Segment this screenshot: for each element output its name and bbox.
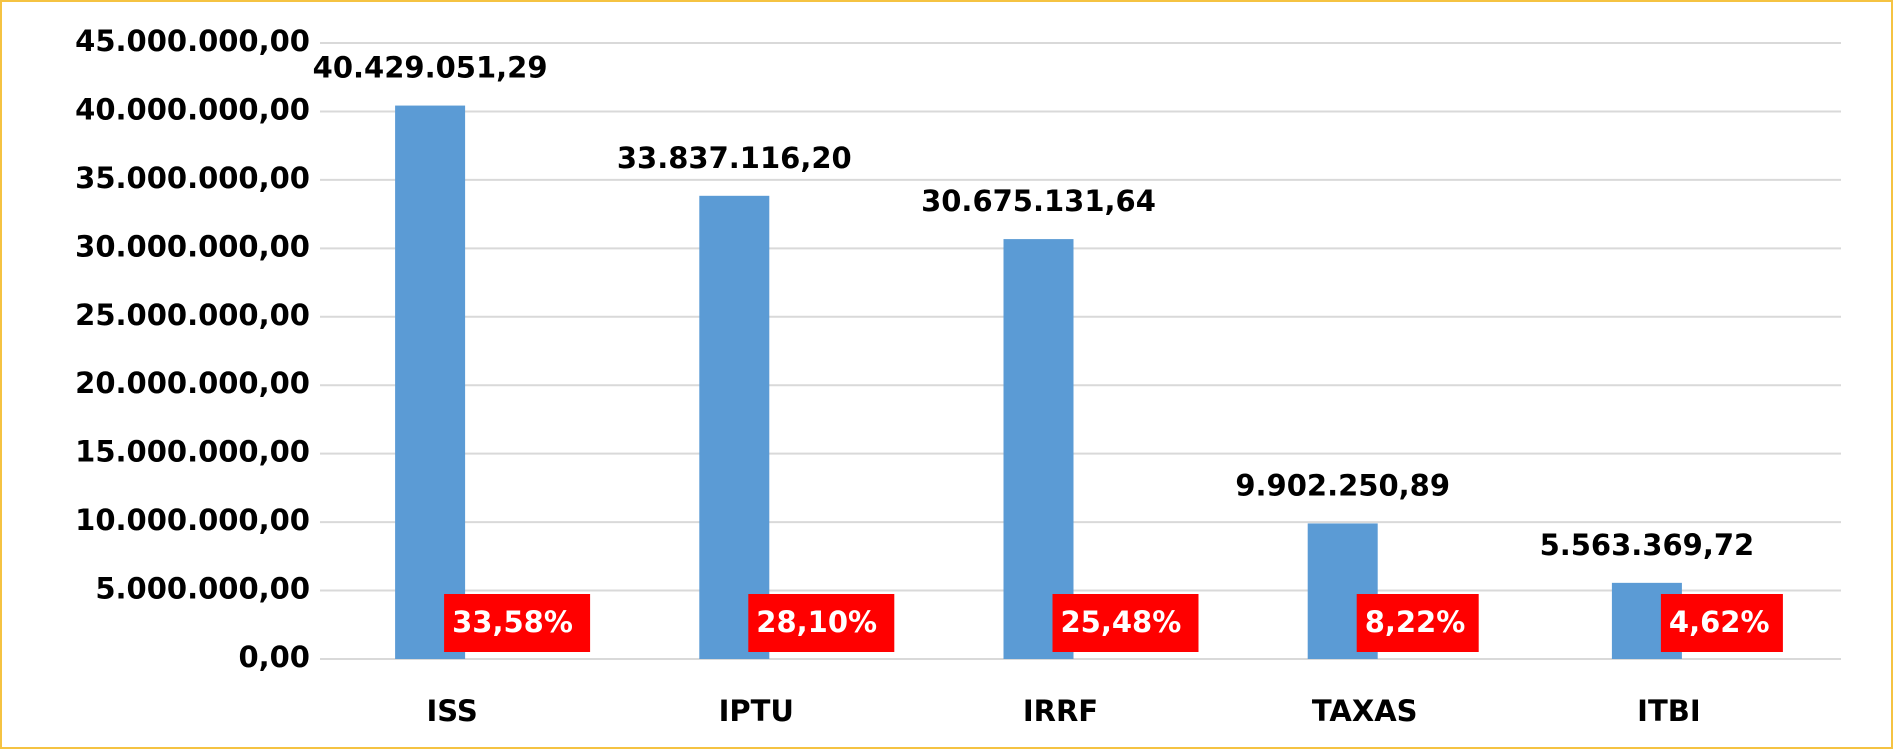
share-box	[1660, 594, 1783, 652]
y-tick-label: 5.000.000,00	[95, 572, 310, 606]
share-box	[1052, 594, 1199, 652]
share-box	[444, 594, 591, 652]
x-tick-label: TAXAS	[1312, 694, 1418, 728]
bar	[395, 105, 466, 659]
x-tick-label: IPTU	[719, 694, 794, 728]
share-box	[1356, 594, 1479, 652]
share-label: 25,48%	[1061, 605, 1182, 639]
y-tick-label: 0,00	[238, 640, 310, 674]
y-tick-label: 35.000.000,00	[75, 161, 310, 195]
bar	[1003, 239, 1074, 659]
share-box	[748, 594, 895, 652]
x-tick-label: ISS	[426, 694, 477, 728]
y-tick-label: 40.000.000,00	[75, 92, 310, 126]
y-tick-label: 30.000.000,00	[75, 229, 310, 263]
y-tick-label: 25.000.000,00	[75, 298, 310, 332]
x-tick-label: ITBI	[1637, 694, 1700, 728]
value-label: 40.429.051,29	[313, 51, 548, 85]
value-label: 33.837.116,20	[617, 141, 852, 175]
x-tick-label: IRRF	[1023, 694, 1098, 728]
share-label: 4,62%	[1669, 605, 1770, 639]
y-tick-label: 15.000.000,00	[75, 435, 310, 469]
value-label: 5.563.369,72	[1540, 528, 1755, 562]
value-label: 9.902.250,89	[1235, 468, 1450, 502]
y-tick-label: 20.000.000,00	[75, 366, 310, 400]
y-tick-label: 10.000.000,00	[75, 503, 310, 537]
share-label: 28,10%	[756, 605, 877, 639]
value-label: 30.675.131,64	[921, 184, 1156, 218]
share-label: 8,22%	[1365, 605, 1466, 639]
y-tick-label: 45.000.000,00	[75, 24, 310, 58]
share-label: 33,58%	[452, 605, 573, 639]
bar	[699, 195, 770, 659]
